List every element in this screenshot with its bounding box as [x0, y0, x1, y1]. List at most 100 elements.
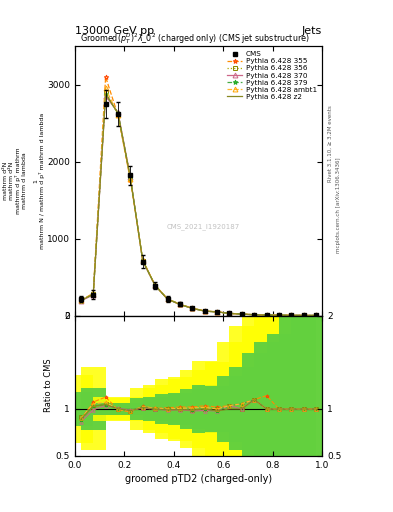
Pythia 6.428 ambt1	[79, 297, 83, 304]
Pythia 6.428 356	[128, 175, 133, 181]
Line: Pythia 6.428 z2: Pythia 6.428 z2	[81, 94, 316, 315]
Pythia 6.428 370	[103, 93, 108, 99]
Pythia 6.428 356	[277, 312, 281, 318]
Pythia 6.428 355	[153, 282, 158, 288]
Pythia 6.428 379	[239, 311, 244, 317]
Pythia 6.428 370	[264, 312, 269, 318]
Pythia 6.428 z2	[128, 175, 133, 181]
Pythia 6.428 z2	[277, 312, 281, 318]
Line: Pythia 6.428 356: Pythia 6.428 356	[79, 90, 318, 318]
Pythia 6.428 379	[79, 297, 83, 304]
Pythia 6.428 z2	[301, 312, 306, 318]
Pythia 6.428 370	[301, 312, 306, 318]
Pythia 6.428 370	[91, 292, 95, 298]
Text: Groomed$(p_T^D)^2\lambda\_0^2$ (charged only) (CMS jet substructure): Groomed$(p_T^D)^2\lambda\_0^2$ (charged …	[80, 31, 309, 46]
Pythia 6.428 379	[252, 312, 257, 318]
Pythia 6.428 370	[277, 312, 281, 318]
Pythia 6.428 355	[252, 312, 257, 318]
Pythia 6.428 370	[190, 305, 195, 311]
Pythia 6.428 ambt1	[128, 176, 133, 182]
Pythia 6.428 379	[140, 258, 145, 264]
Pythia 6.428 z2	[91, 291, 95, 297]
Text: CMS_2021_I1920187: CMS_2021_I1920187	[167, 223, 240, 230]
Pythia 6.428 355	[103, 74, 108, 80]
Pythia 6.428 ambt1	[103, 86, 108, 92]
Pythia 6.428 356	[190, 305, 195, 311]
Pythia 6.428 z2	[190, 305, 195, 311]
Pythia 6.428 379	[178, 302, 182, 308]
Pythia 6.428 355	[202, 308, 207, 314]
Pythia 6.428 356	[314, 312, 318, 318]
Pythia 6.428 ambt1	[277, 312, 281, 318]
Pythia 6.428 370	[227, 310, 232, 316]
Pythia 6.428 356	[103, 89, 108, 95]
Pythia 6.428 356	[227, 310, 232, 316]
Pythia 6.428 356	[165, 296, 170, 302]
Pythia 6.428 370	[116, 109, 120, 115]
Pythia 6.428 ambt1	[252, 312, 257, 318]
Pythia 6.428 356	[140, 258, 145, 264]
Pythia 6.428 ambt1	[165, 296, 170, 302]
Text: Rivet 3.1.10, ≥ 3.2M events: Rivet 3.1.10, ≥ 3.2M events	[328, 105, 333, 182]
Pythia 6.428 356	[178, 302, 182, 308]
Pythia 6.428 379	[165, 296, 170, 302]
Pythia 6.428 355	[289, 312, 294, 318]
Pythia 6.428 356	[91, 291, 95, 297]
Pythia 6.428 370	[153, 283, 158, 289]
Pythia 6.428 z2	[178, 302, 182, 308]
Pythia 6.428 355	[128, 177, 133, 183]
Pythia 6.428 379	[153, 283, 158, 289]
Pythia 6.428 370	[165, 296, 170, 302]
X-axis label: groomed pTD2 (charged-only): groomed pTD2 (charged-only)	[125, 474, 272, 484]
Pythia 6.428 370	[140, 258, 145, 264]
Pythia 6.428 370	[178, 302, 182, 308]
Text: Jets: Jets	[302, 26, 322, 36]
Pythia 6.428 355	[190, 305, 195, 311]
Pythia 6.428 355	[301, 312, 306, 318]
Pythia 6.428 379	[103, 91, 108, 97]
Pythia 6.428 z2	[116, 111, 120, 117]
Pythia 6.428 z2	[202, 308, 207, 314]
Pythia 6.428 379	[116, 110, 120, 116]
Pythia 6.428 355	[79, 297, 83, 304]
Text: mcplots.cern.ch [arXiv:1306.3436]: mcplots.cern.ch [arXiv:1306.3436]	[336, 157, 341, 252]
Pythia 6.428 z2	[165, 296, 170, 302]
Legend: CMS, Pythia 6.428 355, Pythia 6.428 356, Pythia 6.428 370, Pythia 6.428 379, Pyt: CMS, Pythia 6.428 355, Pythia 6.428 356,…	[225, 50, 319, 101]
Pythia 6.428 356	[153, 283, 158, 289]
Pythia 6.428 370	[215, 309, 219, 315]
Pythia 6.428 370	[239, 311, 244, 317]
Pythia 6.428 355	[264, 312, 269, 318]
Pythia 6.428 356	[289, 312, 294, 318]
Pythia 6.428 z2	[289, 312, 294, 318]
Pythia 6.428 ambt1	[116, 112, 120, 118]
Pythia 6.428 379	[314, 312, 318, 318]
Line: Pythia 6.428 ambt1: Pythia 6.428 ambt1	[79, 86, 318, 318]
Pythia 6.428 ambt1	[264, 312, 269, 318]
Pythia 6.428 ambt1	[289, 312, 294, 318]
Pythia 6.428 379	[277, 312, 281, 318]
Pythia 6.428 379	[227, 310, 232, 316]
Pythia 6.428 355	[215, 309, 219, 315]
Pythia 6.428 356	[264, 312, 269, 318]
Pythia 6.428 z2	[79, 297, 83, 304]
Pythia 6.428 355	[314, 312, 318, 318]
Pythia 6.428 ambt1	[314, 312, 318, 318]
Pythia 6.428 355	[140, 257, 145, 263]
Line: Pythia 6.428 379: Pythia 6.428 379	[79, 91, 318, 318]
Pythia 6.428 z2	[153, 283, 158, 289]
Pythia 6.428 ambt1	[239, 311, 244, 317]
Pythia 6.428 ambt1	[153, 282, 158, 288]
Y-axis label: mathrm d²N
mathrm d²N
mathrm d pᵀ mathrm
mathrm d lambda

1
mathrm N / mathrm d : mathrm d²N mathrm d²N mathrm d pᵀ mathrm…	[3, 113, 46, 249]
Pythia 6.428 379	[289, 312, 294, 318]
Pythia 6.428 356	[252, 312, 257, 318]
Pythia 6.428 379	[91, 291, 95, 297]
Pythia 6.428 379	[190, 305, 195, 311]
Pythia 6.428 379	[128, 175, 133, 181]
Pythia 6.428 356	[239, 311, 244, 317]
Pythia 6.428 370	[79, 298, 83, 304]
Pythia 6.428 355	[178, 301, 182, 307]
Pythia 6.428 355	[277, 312, 281, 318]
Pythia 6.428 ambt1	[215, 309, 219, 315]
Pythia 6.428 z2	[252, 312, 257, 318]
Pythia 6.428 379	[215, 309, 219, 315]
